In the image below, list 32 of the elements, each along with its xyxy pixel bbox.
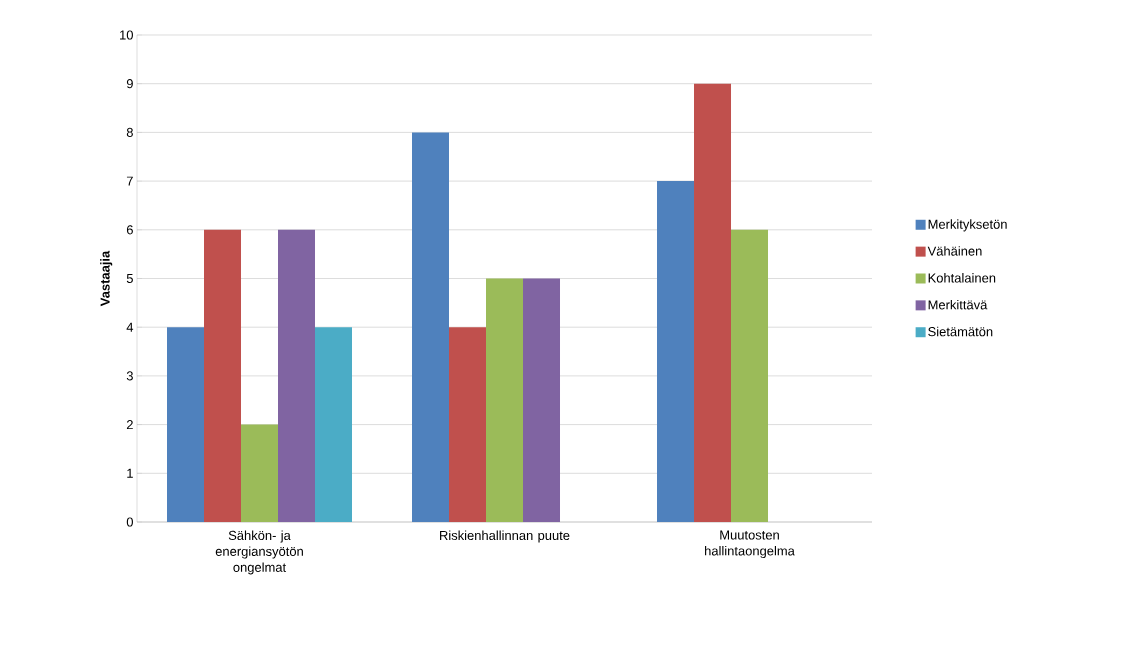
legend-label: Merkityksetön: [928, 219, 1007, 232]
bar: [204, 229, 241, 522]
bar: [241, 424, 278, 522]
x-tick-label: Muutosten hallintaongelma: [705, 530, 795, 559]
bar: [278, 229, 315, 522]
y-tick-label: 10: [120, 30, 133, 40]
y-axis-title: Vastaajia: [100, 250, 113, 307]
y-tick-label: 6: [126, 225, 133, 235]
y-tick-label: 3: [126, 371, 133, 381]
y-tick-label: 2: [126, 420, 133, 430]
y-tick-label: 4: [126, 322, 134, 332]
bar: [449, 327, 486, 522]
y-tick-label: 0: [126, 517, 133, 527]
bar: [412, 132, 449, 522]
y-tick-label: 8: [126, 127, 133, 137]
bar: [731, 229, 769, 522]
legend-label: Sietämätön: [928, 326, 993, 337]
bar: [315, 327, 352, 522]
legend-label: Merkittävä: [928, 299, 988, 310]
x-tick-label: Sähkön- ja energiansyötön ongelmat: [215, 530, 303, 575]
y-tick-label: 7: [126, 176, 133, 186]
bar: [657, 181, 695, 522]
legend-label: Vähäinen: [927, 246, 982, 256]
y-tick-label: 9: [126, 79, 133, 89]
bar: [523, 278, 560, 522]
y-tick-label: 1: [127, 468, 133, 478]
bar: [486, 278, 523, 522]
x-tick-label: Riskienhallinnan puute: [440, 530, 570, 543]
y-tick-label: 5: [126, 273, 133, 284]
bar: [694, 83, 732, 522]
legend-label: Kohtalainen: [928, 273, 996, 283]
bar: [167, 327, 204, 522]
